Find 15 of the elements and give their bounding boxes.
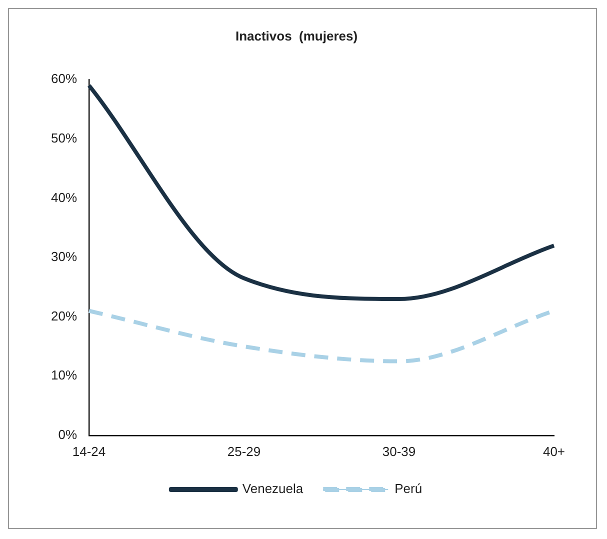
legend-label: Venezuela	[242, 481, 304, 496]
y-tick-label: 50%	[50, 130, 78, 146]
y-tick-label: 30%	[50, 249, 78, 264]
legend-label: Perú	[394, 481, 422, 496]
y-tick-label: 10%	[50, 368, 78, 383]
y-tick-label: 20%	[50, 308, 78, 324]
y-tick-label: 0%	[58, 426, 78, 442]
x-tick-label: 30-39	[382, 444, 416, 459]
line-series	[87, 84, 556, 302]
y-tick-label: 60%	[50, 71, 78, 86]
y-tick-label: 40%	[50, 190, 78, 205]
x-tick-label: 25-29	[227, 444, 261, 459]
x-tick-label: 14-24	[72, 444, 106, 459]
x-tick-label: 40+	[542, 444, 566, 459]
chart-title: Inactivos (mujeres)	[235, 28, 358, 44]
